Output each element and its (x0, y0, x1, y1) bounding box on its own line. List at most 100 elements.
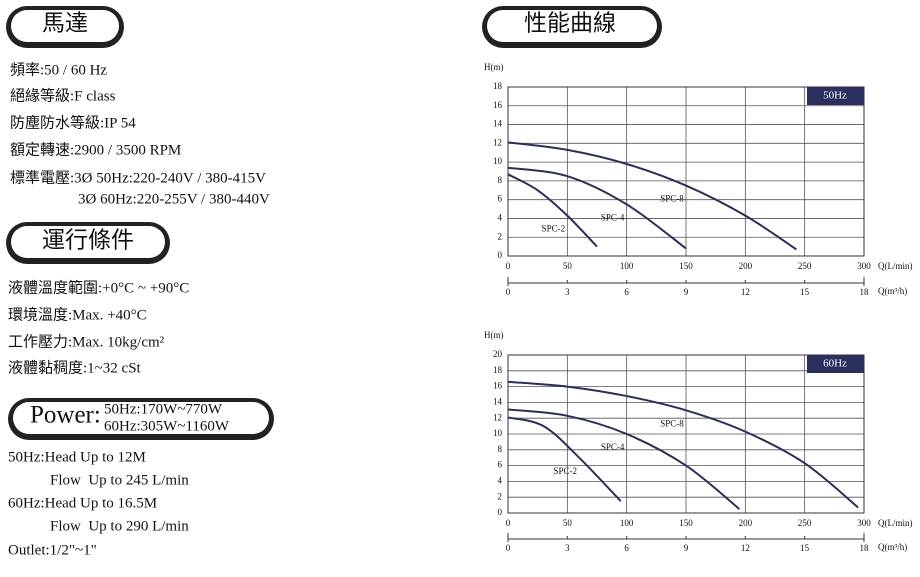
series-label: SPC-4 (601, 212, 625, 222)
y-tick-label: 20 (493, 349, 503, 359)
spec-line: 額定轉速:2900 / 3500 RPM (10, 141, 181, 158)
pill (13, 402, 269, 434)
x2-tick-label: 9 (684, 543, 689, 553)
section-title: 馬達 (42, 10, 88, 35)
y-tick-label: 2 (498, 491, 503, 501)
y-tick-label: 4 (498, 475, 503, 485)
spec-line: 液體溫度範圍:+0°C ~ +90°C (8, 278, 189, 296)
x-tick-label: 300 (857, 518, 871, 528)
x2-tick-label: 0 (506, 287, 511, 297)
y-axis-label: H(m) (484, 330, 504, 340)
y-tick-label: 18 (493, 81, 503, 91)
x-tick-label: 150 (679, 261, 693, 271)
x2-tick-label: 0 (506, 543, 511, 553)
spec-line: 頻率:50 / 60 Hz (10, 61, 107, 78)
spec-line: 50Hz:Head Up to 12M (8, 449, 146, 465)
y-tick-label: 8 (498, 444, 503, 454)
x2-tick-label: 18 (860, 543, 870, 553)
y-tick-label: 0 (498, 507, 503, 517)
curve (507, 166, 687, 250)
spec-line: 液體黏稠度:1~32 cSt (8, 359, 142, 376)
pill (11, 226, 165, 258)
section-title: 運行條件 (42, 227, 134, 252)
spec-line: Flow Up to 245 L/min (50, 472, 189, 488)
x2-tick-label: 18 (860, 287, 870, 297)
x2-tick-label: 9 (684, 287, 689, 297)
x2-tick-label: 12 (741, 543, 750, 553)
x-axis-label: Q(L/min) (878, 261, 913, 271)
section-title: 性能曲線 (524, 10, 616, 35)
series-label: SPC-2 (553, 466, 577, 476)
spec-line: Flow Up to 290 L/min (50, 518, 189, 534)
x-tick-label: 200 (739, 518, 753, 528)
spec-line: Outlet:1/2"~1" (8, 542, 97, 558)
badge-bg (807, 87, 864, 105)
x2-axis-label: Q(m³/h) (878, 542, 907, 552)
x-tick-label: 0 (506, 518, 511, 528)
y-tick-label: 10 (493, 428, 503, 438)
y-tick-label: 4 (498, 213, 503, 223)
x-tick-label: 50 (563, 518, 573, 528)
x-tick-label: 100 (620, 518, 634, 528)
x-tick-label: 0 (506, 261, 511, 271)
curve (507, 408, 741, 510)
curve (507, 416, 622, 502)
x2-tick-label: 15 (800, 287, 810, 297)
y-tick-label: 6 (498, 460, 503, 470)
power-label: Power: (30, 402, 101, 429)
x-tick-label: 150 (679, 518, 693, 528)
power-line: 60Hz:305W~1160W (104, 418, 230, 434)
spec-line: 絕緣等級:F class (10, 86, 116, 104)
y-tick-label: 18 (493, 365, 503, 375)
x2-tick-label: 6 (624, 543, 629, 553)
curve (507, 173, 598, 248)
badge: 50Hz (823, 90, 847, 102)
x-tick-label: 100 (620, 261, 634, 271)
series-label: SPC-2 (542, 224, 566, 234)
y-tick-label: 8 (498, 175, 503, 185)
y-tick-label: 0 (498, 250, 503, 260)
x2-tick-label: 15 (800, 543, 810, 553)
pill (11, 10, 119, 42)
x-tick-label: 300 (857, 261, 871, 271)
y-tick-label: 16 (493, 381, 503, 391)
x-tick-label: 250 (798, 261, 812, 271)
x2-tick-label: 3 (565, 287, 570, 297)
spec-line: 標準電壓:3Ø 50Hz:220-240V / 380-415V (10, 169, 266, 186)
plot-frame (507, 86, 865, 257)
x-tick-label: 200 (739, 261, 753, 271)
plot-frame (507, 354, 865, 514)
curve (507, 380, 859, 509)
y-tick-label: 12 (493, 412, 502, 422)
spec-line: 工作壓力:Max. 10kg/cm² (8, 333, 165, 350)
spec-line: 60Hz:Head Up to 16.5M (8, 495, 157, 511)
spec-line: 防塵防水等級:IP 54 (10, 113, 136, 131)
x2-tick-label: 6 (624, 287, 629, 297)
y-axis-label: H(m) (484, 62, 504, 72)
series-label: SPC-8 (660, 194, 684, 204)
series-label: SPC-8 (660, 418, 684, 428)
badge-bg (807, 355, 864, 373)
y-tick-label: 2 (498, 231, 503, 241)
x2-axis-label: Q(m³/h) (878, 286, 907, 296)
x-tick-label: 250 (798, 518, 812, 528)
series-label: SPC-4 (601, 442, 625, 452)
y-tick-label: 6 (498, 194, 503, 204)
spec-line: 環境溫度:Max. +40°C (8, 305, 147, 323)
x-tick-label: 50 (563, 261, 573, 271)
y-tick-label: 14 (493, 396, 503, 406)
y-tick-label: 10 (493, 156, 503, 166)
power-line: 50Hz:170W~770W (104, 401, 223, 417)
x-axis-label: Q(L/min) (878, 518, 913, 528)
pill (487, 10, 657, 42)
y-tick-label: 14 (493, 119, 503, 129)
curve (507, 141, 797, 251)
y-tick-label: 12 (493, 137, 502, 147)
badge: 60Hz (823, 358, 847, 370)
x2-tick-label: 3 (565, 543, 570, 553)
spec-line: 3Ø 60Hz:220-255V / 380-440V (78, 191, 270, 207)
x2-tick-label: 12 (741, 287, 750, 297)
y-tick-label: 16 (493, 100, 503, 110)
